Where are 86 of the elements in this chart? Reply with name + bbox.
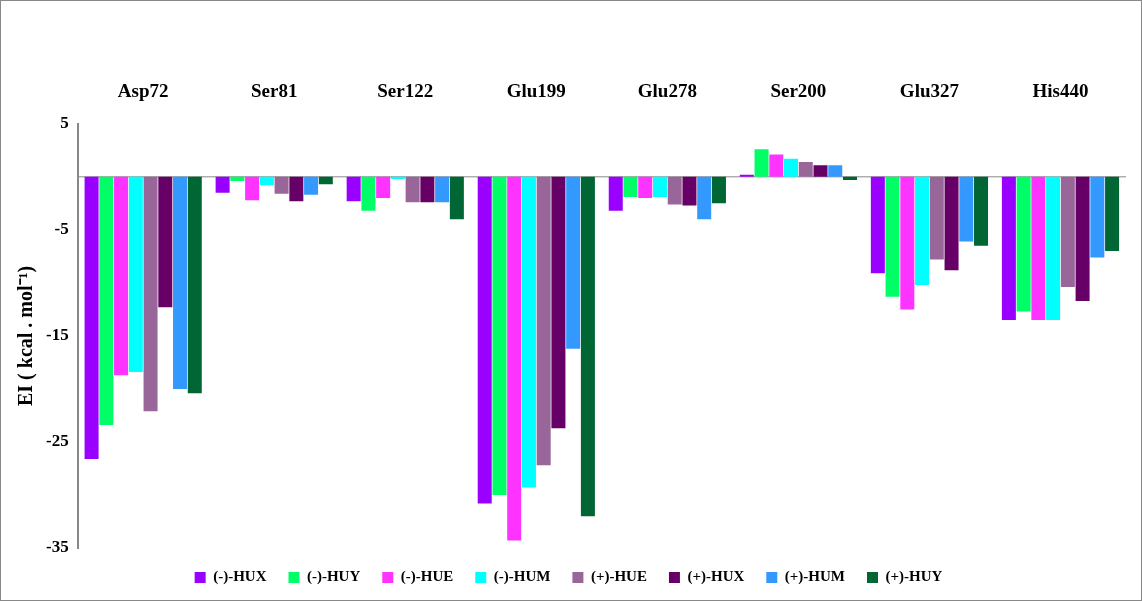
bar — [1046, 176, 1061, 320]
bar — [536, 176, 551, 466]
bar — [974, 176, 989, 246]
bar — [1090, 176, 1105, 258]
bar — [566, 176, 581, 349]
bar — [623, 176, 638, 197]
bar — [842, 176, 857, 181]
legend-label: (-)-HUX — [213, 568, 267, 586]
bar — [900, 176, 915, 310]
bar — [711, 176, 726, 204]
bar — [435, 176, 450, 203]
legend-label: (+)-HUY — [885, 568, 943, 586]
x-tick-label: Ser122 — [377, 80, 434, 102]
bar — [697, 176, 712, 220]
bar — [230, 176, 245, 182]
bar — [492, 176, 507, 495]
bar — [289, 176, 304, 202]
bar — [885, 176, 900, 297]
bar — [638, 176, 653, 199]
x-tick-label: Ser81 — [251, 80, 298, 102]
y-tick-label: -15 — [45, 325, 69, 345]
x-tick-label: Glu278 — [637, 80, 697, 102]
legend-label: (+)-HUE — [590, 568, 647, 586]
bar — [173, 176, 188, 389]
x-tick-label: Glu199 — [506, 80, 566, 102]
bar — [187, 176, 202, 394]
bar — [739, 174, 754, 177]
y-axis-title: EI ( kcal . mol⁻¹) — [14, 265, 38, 407]
bar — [84, 176, 99, 459]
x-tick-label: Glu327 — [899, 80, 960, 102]
bar — [245, 176, 260, 201]
bar — [114, 176, 129, 376]
legend-label: (+)-HUM — [784, 568, 845, 586]
bar — [1031, 176, 1046, 320]
y-tick-label: 5 — [60, 113, 69, 133]
bar — [798, 161, 813, 177]
y-tick-label: -5 — [54, 219, 69, 239]
y-tick-label: -25 — [45, 431, 69, 451]
bar — [449, 176, 464, 220]
bar — [158, 176, 173, 308]
bar — [667, 176, 682, 205]
bar — [1105, 176, 1120, 252]
bar — [1016, 176, 1031, 312]
bar — [551, 176, 566, 429]
bar — [143, 176, 158, 412]
bar — [259, 176, 274, 186]
bar — [521, 176, 536, 488]
y-tick-label: -35 — [45, 537, 69, 557]
bar — [304, 176, 319, 195]
bar — [580, 176, 595, 517]
bar — [215, 176, 230, 193]
bar — [754, 149, 769, 177]
legend-label: (-)-HUY — [306, 568, 361, 586]
x-tick-label: His440 — [1032, 80, 1089, 102]
bar — [870, 176, 885, 274]
bar — [608, 176, 623, 211]
bar — [769, 154, 784, 177]
bar — [99, 176, 114, 425]
bar — [405, 176, 420, 203]
bar — [1060, 176, 1075, 288]
legend-label: (-)-HUM — [493, 568, 551, 586]
bar — [915, 176, 930, 285]
bar — [477, 176, 492, 504]
bar — [813, 165, 828, 177]
x-tick-label: Ser200 — [770, 80, 827, 102]
bar — [929, 176, 944, 260]
legend-label: (+)-HUX — [687, 568, 745, 586]
bar — [346, 176, 361, 202]
bar — [784, 158, 799, 177]
bar — [420, 176, 435, 203]
bar — [274, 176, 289, 194]
bar — [944, 176, 959, 271]
bar — [828, 165, 843, 177]
x-tick-label: Asp72 — [117, 80, 169, 102]
bar — [361, 176, 376, 211]
bar — [682, 176, 697, 206]
bar — [959, 176, 974, 242]
bar — [1001, 176, 1016, 320]
bar — [1075, 176, 1090, 301]
legend-label: (-)-HUE — [400, 568, 454, 586]
bar — [507, 176, 522, 541]
bar — [318, 176, 333, 185]
bar — [376, 176, 391, 199]
bar — [128, 176, 143, 372]
bar — [652, 176, 667, 197]
bar — [390, 176, 405, 179]
